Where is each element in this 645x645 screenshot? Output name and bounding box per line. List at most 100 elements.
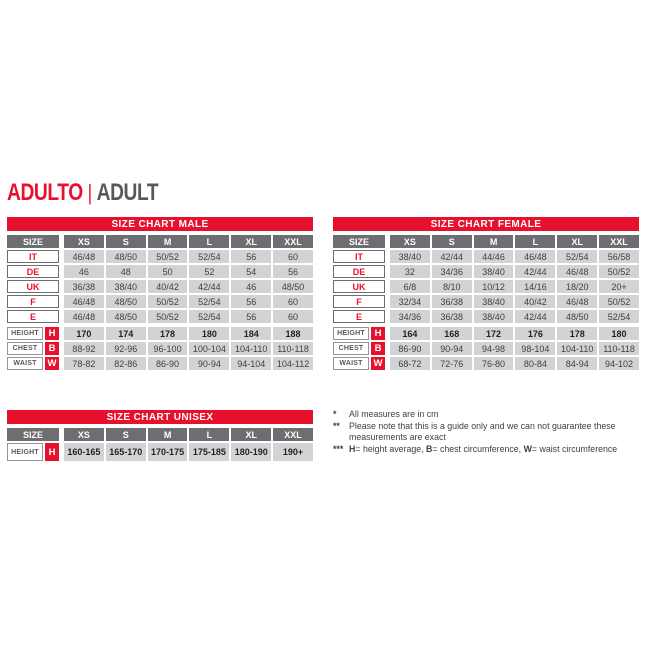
measure-row-cells: 88-92 92-96 96-100 100-104 104-110 110-118: [64, 342, 313, 355]
size-value-cell: 46/48: [557, 295, 598, 308]
table-title: SIZE CHART MALE: [7, 217, 313, 231]
size-value-cell: 50/52: [147, 295, 188, 308]
size-value-cell: 60: [273, 295, 313, 308]
column-header-l: L: [189, 428, 230, 441]
measure-label-col: WAIST W: [7, 357, 59, 370]
size-header-cell: SIZE: [7, 428, 59, 441]
column-header-m: M: [147, 428, 188, 441]
size-row-f: F 32/34 36/38 38/40 40/42 46/48 50/52: [333, 295, 639, 308]
size-value-cell: 42/44: [515, 310, 556, 323]
size-value-cell: 10/12: [473, 280, 514, 293]
footnote-text: All measures are in cm: [349, 409, 439, 419]
size-value-cell: 52/54: [557, 250, 598, 263]
column-header-s: S: [431, 235, 472, 248]
size-value-cell: 54: [231, 265, 272, 278]
measure-row-height: HEIGHT H 164 168 172 176 178 180: [333, 327, 639, 340]
measure-letter-badge: B: [45, 342, 59, 355]
column-header-xl: XL: [231, 428, 272, 441]
size-value-cell: 56: [231, 295, 272, 308]
measure-value-cell: 88-92: [64, 342, 104, 355]
size-row-label: E: [7, 310, 59, 323]
measure-value-cell: 84-94: [557, 357, 598, 370]
size-row-cells: 46 48 50 52 54 56: [64, 265, 313, 278]
size-value-cell: 52: [189, 265, 230, 278]
column-header-xl: XL: [231, 235, 272, 248]
size-row-cells: 36/38 38/40 40/42 42/44 46 48/50: [64, 280, 313, 293]
size-value-cell: 46/48: [64, 295, 104, 308]
size-value-cell: 50/52: [147, 310, 188, 323]
measure-value-cell: 82-86: [105, 357, 146, 370]
column-header-xs: XS: [64, 235, 104, 248]
size-value-cell: 38/40: [473, 265, 514, 278]
measure-value-cell: 98-104: [515, 342, 556, 355]
table-title: SIZE CHART UNISEX: [7, 410, 313, 424]
measure-value-cell: 180: [599, 327, 639, 340]
measure-value-cell: 168: [431, 327, 472, 340]
measure-label-col: HEIGHT H: [7, 327, 59, 340]
measure-letter-badge: H: [45, 327, 59, 340]
size-row-label-col: IT: [333, 250, 385, 263]
measure-letter-badge: W: [45, 357, 59, 370]
column-header-xxl: XXL: [273, 428, 313, 441]
column-header-xs: XS: [64, 428, 104, 441]
size-row-label-col: UK: [333, 280, 385, 293]
size-row-label: E: [333, 310, 385, 323]
measure-value-cell: 94-102: [599, 357, 639, 370]
size-row-label-col: IT: [7, 250, 59, 263]
measure-row-cells: 78-82 82-86 86-90 90-94 94-104 104-112: [64, 357, 313, 370]
measure-name-label: HEIGHT: [333, 327, 369, 340]
size-row-it: IT 46/48 48/50 50/52 52/54 56 60: [7, 250, 313, 263]
size-row-label: UK: [7, 280, 59, 293]
size-header-label-col: SIZE: [7, 235, 59, 248]
measure-value-cell: 80-84: [515, 357, 556, 370]
measure-letter-badge: B: [371, 342, 385, 355]
measure-value-cell: 176: [515, 327, 556, 340]
page-title-secondary: ADULT: [96, 179, 159, 206]
measure-value-cell: 170-175: [147, 443, 188, 461]
column-header-l: L: [515, 235, 556, 248]
size-value-cell: 46/48: [64, 250, 104, 263]
measure-value-cell: 100-104: [189, 342, 230, 355]
size-value-cell: 38/40: [105, 280, 146, 293]
size-value-cell: 32: [390, 265, 430, 278]
table-header-row: SIZE XS S M L XL XXL: [333, 235, 639, 248]
size-row-label: F: [7, 295, 59, 308]
measure-row-waist: WAIST W 78-82 82-86 86-90 90-94 94-104 104-112: [7, 357, 313, 370]
size-row-label: IT: [333, 250, 385, 263]
column-header-l: L: [189, 235, 230, 248]
size-value-cell: 50/52: [599, 295, 639, 308]
column-header-m: M: [473, 235, 514, 248]
size-row-de: DE 32 34/36 38/40 42/44 46/48 50/52: [333, 265, 639, 278]
size-header-label-col: SIZE: [7, 428, 59, 441]
size-row-label: DE: [7, 265, 59, 278]
column-header-xxl: XXL: [599, 235, 639, 248]
size-value-cell: 48/50: [557, 310, 598, 323]
size-value-cell: 46/48: [64, 310, 104, 323]
size-row-cells: 46/48 48/50 50/52 52/54 56 60: [64, 295, 313, 308]
measure-value-cell: 90-94: [189, 357, 230, 370]
measure-value-cell: 94-104: [231, 357, 272, 370]
size-row-label: UK: [333, 280, 385, 293]
measure-row-chest: CHEST B 86-90 90-94 94-98 98-104 104-110 110-11…: [333, 342, 639, 355]
column-header-s: S: [105, 235, 146, 248]
size-value-cell: 48/50: [105, 250, 146, 263]
size-value-cell: 52/54: [599, 310, 639, 323]
measure-value-cell: 178: [147, 327, 188, 340]
footnote-marker: ***: [333, 444, 344, 455]
measure-value-cell: 110-118: [599, 342, 639, 355]
measure-value-cell: 72-76: [431, 357, 472, 370]
size-row-uk: UK 6/8 8/10 10/12 14/16 18/20 20+: [333, 280, 639, 293]
measure-value-cell: 180-190: [231, 443, 272, 461]
size-row-label-col: DE: [7, 265, 59, 278]
size-value-cell: 20+: [599, 280, 639, 293]
size-value-cell: 42/44: [515, 265, 556, 278]
size-row-uk: UK 36/38 38/40 40/42 42/44 46 48/50: [7, 280, 313, 293]
measure-value-cell: 86-90: [390, 342, 430, 355]
measure-name-label: WAIST: [7, 357, 43, 370]
size-value-cell: 52/54: [189, 310, 230, 323]
footnote-3: *** H= height average, B= chest circumfer…: [333, 444, 641, 455]
measure-value-cell: 68-72: [390, 357, 430, 370]
size-row-label-col: E: [7, 310, 59, 323]
size-value-cell: 56: [231, 310, 272, 323]
measure-row-cells: 160-165 165-170 170-175 175-185 180-190 190+: [64, 443, 313, 461]
